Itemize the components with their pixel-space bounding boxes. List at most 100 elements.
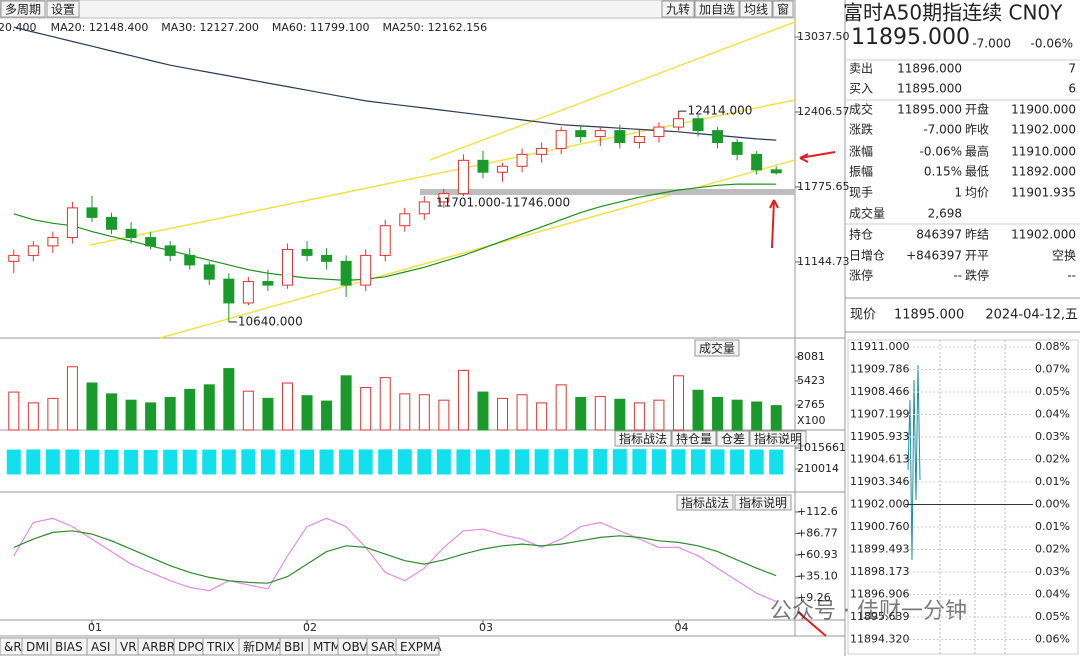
button-label[interactable]: 指标战法 — [619, 431, 667, 446]
button[interactable] — [46, 0, 80, 18]
candle-body — [770, 169, 782, 174]
button-label[interactable]: 九转 — [666, 2, 690, 17]
quote-value: 11910.000 — [1011, 145, 1076, 159]
oi-bar — [65, 449, 80, 475]
button[interactable] — [694, 0, 740, 18]
button-label[interactable]: 仓差 — [721, 432, 745, 446]
osc-line — [13, 530, 777, 584]
candle-body — [27, 245, 39, 256]
volume-bar — [379, 377, 391, 431]
button[interactable] — [614, 430, 672, 447]
button-label[interactable]: ARBR — [142, 640, 175, 654]
button[interactable] — [661, 0, 695, 18]
button-label[interactable]: DMI — [26, 640, 49, 654]
volume-bar — [751, 401, 763, 431]
oi-bar — [163, 449, 178, 475]
button-label[interactable]: &R — [4, 640, 22, 654]
quote-label: 现手 — [849, 186, 873, 200]
quote-label: 成交量 — [849, 206, 885, 221]
candle-body — [536, 147, 548, 155]
intraday-pct-label: 0.03% — [1035, 565, 1070, 578]
button-label[interactable]: 均线 — [744, 3, 768, 17]
button-label[interactable]: 多周期 — [5, 3, 41, 17]
button-label[interactable]: 新DMA — [243, 639, 284, 654]
candle-body — [223, 278, 235, 304]
intraday-price-label: 11911.000 — [850, 340, 910, 353]
button[interactable] — [734, 494, 792, 511]
volume-bar — [242, 390, 254, 431]
quote-label: 日增仓 — [849, 249, 885, 263]
button-label[interactable]: SAR — [371, 640, 395, 654]
intraday-price-label: 11908.466 — [850, 385, 910, 398]
x-tick-label: 03 — [479, 621, 493, 634]
button-label[interactable]: 设置 — [51, 3, 75, 17]
x-tick-label: 04 — [674, 621, 688, 634]
quote-label: 昨收 — [965, 123, 989, 137]
button-label[interactable]: EXPMA — [400, 640, 442, 654]
button-label[interactable]: 窗 — [777, 3, 789, 17]
button-label[interactable]: MTM — [313, 640, 341, 654]
volume-bar — [477, 391, 489, 431]
quote-value: 6 — [1068, 82, 1076, 96]
button[interactable] — [694, 339, 740, 357]
button-label[interactable]: 持仓量 — [676, 431, 712, 446]
button-label[interactable]: ASI — [91, 640, 110, 654]
candle-body — [477, 159, 489, 173]
oi-bar — [202, 449, 217, 475]
candle-body — [497, 165, 509, 173]
volume-bar — [672, 375, 684, 431]
volume-bar — [301, 395, 313, 431]
button[interactable] — [395, 637, 440, 656]
low-label: 10640.000 — [238, 314, 303, 328]
intraday-date: 2024-04-12,五 — [985, 308, 1078, 323]
quote-label: 涨跌 — [849, 122, 873, 137]
watermark: 公众号 · 佳财一分钟 — [770, 599, 967, 624]
button-label[interactable]: TRIX — [206, 640, 234, 654]
candle-body — [672, 118, 684, 128]
button-label[interactable]: 指标说明 — [739, 495, 787, 510]
quote-change: -7.000 — [972, 37, 1011, 51]
oi-bar — [691, 449, 706, 475]
oi-bar — [769, 449, 784, 475]
candle-body — [379, 225, 391, 256]
button-label[interactable]: BIAS — [55, 640, 83, 654]
button[interactable] — [0, 0, 46, 18]
intraday-pct-label: 0.04% — [1035, 588, 1070, 601]
oi-bar — [300, 449, 315, 475]
button-label[interactable]: 指标战法 — [681, 495, 729, 510]
volume-bar — [536, 402, 548, 431]
intraday-price-label: 11905.933 — [850, 430, 910, 443]
button-label[interactable]: DPO — [178, 640, 204, 654]
button-label[interactable]: OBV — [342, 640, 368, 654]
quote-change-pct: -0.06% — [1031, 37, 1073, 51]
candle-body — [712, 130, 724, 143]
oi-bar — [730, 449, 745, 475]
button-label[interactable]: VR — [120, 640, 137, 654]
quote-value: 11902.000 — [1011, 228, 1076, 242]
button[interactable] — [676, 494, 734, 511]
oi-bar — [221, 449, 236, 475]
button[interactable] — [772, 0, 794, 18]
osc-axis-label: +35.10 — [797, 569, 838, 582]
button-label[interactable]: 加自选 — [699, 3, 735, 17]
oi-bar — [124, 449, 139, 475]
button[interactable] — [716, 430, 750, 447]
volume-bar — [164, 396, 176, 431]
volume-bar — [27, 402, 39, 431]
candle-body — [751, 153, 763, 171]
button-label[interactable]: 指标说明 — [754, 431, 802, 446]
volume-bar — [145, 402, 157, 431]
candle-body — [340, 260, 352, 286]
candle-body — [653, 126, 665, 138]
price-axis-label: 13037.50 — [797, 30, 850, 43]
button-label[interactable]: BBI — [284, 640, 304, 654]
button[interactable] — [671, 430, 717, 447]
button-label[interactable]: 成交量 — [699, 341, 735, 356]
button[interactable] — [739, 0, 773, 18]
intraday-pct-label: 0.03% — [1035, 430, 1070, 443]
candle-body — [203, 264, 215, 280]
button[interactable] — [749, 430, 807, 447]
quote-value: 11900.000 — [1011, 103, 1076, 117]
oi-bar — [260, 449, 275, 475]
